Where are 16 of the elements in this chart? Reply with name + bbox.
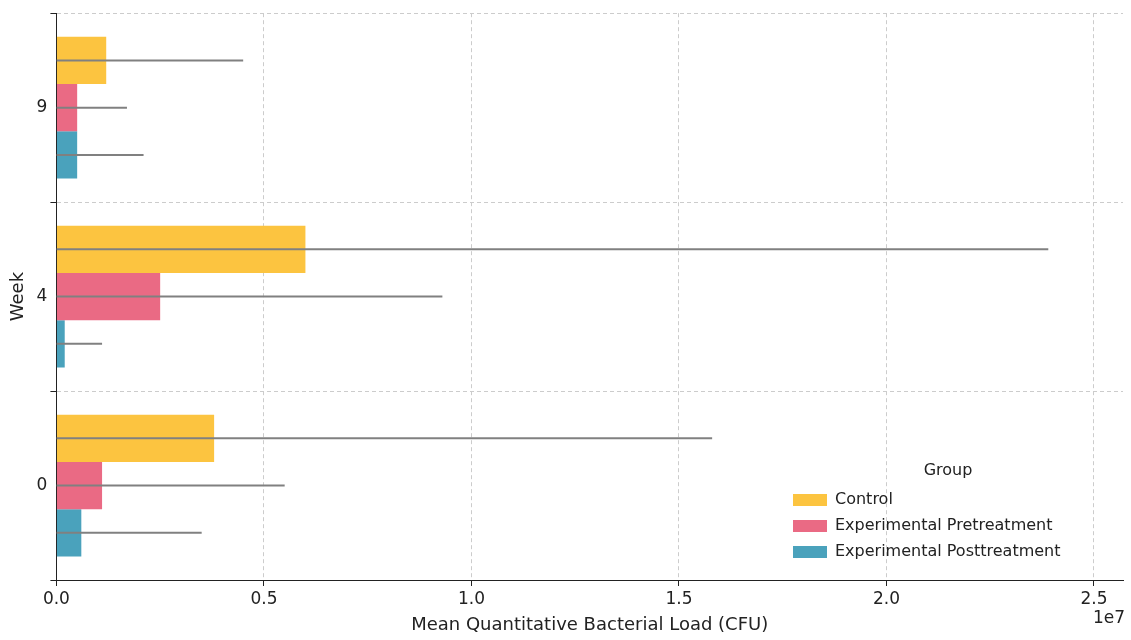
x-tick-label: 0.5 — [250, 587, 278, 608]
legend-label: Control — [835, 489, 893, 509]
legend-label: Experimental Pretreatment — [835, 515, 1053, 535]
legend-label: Experimental Posttreatment — [835, 541, 1061, 561]
x-axis-title: Mean Quantitative Bacterial Load (CFU) — [411, 612, 769, 634]
y-tick-label: 9 — [36, 96, 48, 117]
legend-title: Group — [923, 459, 973, 479]
x-tick-label: 0.0 — [42, 587, 70, 608]
y-tick-label: 4 — [36, 285, 48, 306]
x-tick-label: 2.5 — [1080, 587, 1108, 608]
y-tick-label: 0 — [36, 473, 48, 494]
text: 1e7 — [1092, 606, 1125, 627]
x-tick-label: 1.5 — [665, 587, 693, 608]
y-axis-title: Week — [6, 271, 28, 322]
x-tick-label: 2.0 — [872, 587, 900, 608]
x-tick-label: 1.0 — [457, 587, 485, 608]
